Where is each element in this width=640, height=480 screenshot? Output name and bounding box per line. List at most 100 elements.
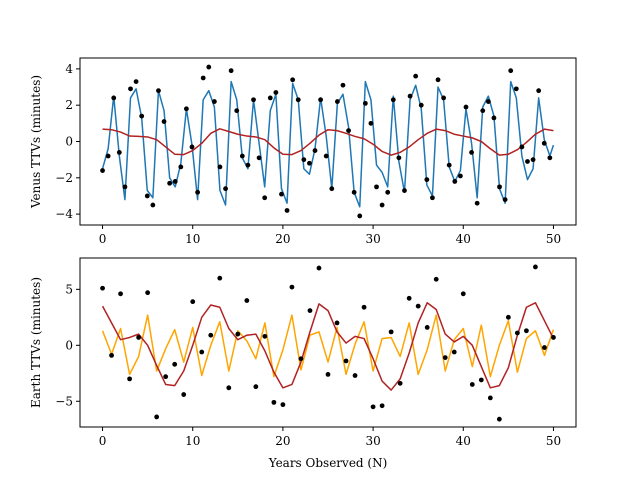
venus-xtick-label: 10 — [185, 232, 200, 246]
venus-observation-point — [457, 173, 463, 179]
venus-observation-point — [519, 144, 525, 150]
venus-observation-point — [480, 108, 486, 114]
earth-observation-point — [262, 333, 268, 339]
earth-axes-frame — [79, 257, 577, 428]
venus-observation-point — [116, 149, 122, 155]
venus-observation-point — [374, 184, 379, 190]
earth-observation-point — [388, 329, 394, 335]
venus-observation-point — [452, 179, 458, 184]
venus-xtick-label: 0 — [99, 232, 107, 246]
venus-observation-point — [323, 153, 329, 159]
venus-observation-point — [390, 97, 396, 103]
venus-observation-point — [329, 186, 335, 192]
earth-observation-point — [271, 399, 277, 405]
venus-observation-point — [407, 93, 413, 99]
earth-xtick-label: 50 — [546, 434, 561, 448]
venus-observation-point — [234, 108, 240, 114]
venus-observation-point — [362, 100, 368, 106]
venus-observation-point — [340, 82, 346, 88]
venus-observation-point — [228, 68, 234, 74]
venus-observation-point — [251, 97, 256, 103]
earth-ylabel: Earth TTVs (minutes) — [29, 277, 43, 408]
venus-observation-point — [195, 189, 201, 195]
earth-observation-point — [118, 291, 123, 297]
earth-observation-point — [244, 298, 250, 303]
venus-observation-point — [536, 88, 542, 94]
earth-observation-point — [208, 332, 214, 338]
venus-observation-point — [418, 102, 424, 108]
venus-ytick-label: −4 — [55, 207, 73, 221]
venus-observation-point — [150, 202, 156, 208]
venus-observation-point — [206, 64, 212, 70]
venus-observation-point — [144, 193, 150, 199]
earth-observation-point — [109, 352, 114, 358]
venus-xtick-label: 30 — [365, 232, 380, 246]
earth-observation-point — [235, 331, 241, 337]
earth-observation-point — [253, 384, 259, 390]
venus-observation-point — [346, 128, 351, 134]
venus-xtick-label: 50 — [546, 232, 561, 246]
earth-observation-point — [127, 376, 132, 382]
venus-ytick-label: 0 — [65, 135, 73, 149]
earth-observation-point — [298, 356, 304, 362]
earth-xtick-label: 10 — [185, 434, 200, 448]
earth-xlabel: Years Observed (N) — [268, 456, 388, 470]
earth-observation-point — [524, 328, 529, 334]
earth-observation-point — [415, 303, 421, 309]
earth-observation-point — [397, 380, 403, 386]
venus-observation-point — [273, 90, 279, 95]
venus-observation-point — [379, 202, 385, 208]
earth-observation-point — [100, 285, 105, 291]
venus-observation-point — [424, 177, 430, 183]
venus-observation-point — [474, 200, 480, 206]
venus-observation-point — [307, 160, 312, 166]
earth-observation-point — [451, 349, 457, 355]
earth-observation-point — [370, 404, 376, 410]
venus-observation-point — [508, 68, 514, 74]
venus-observation-point — [200, 75, 206, 81]
venus-observation-point — [385, 189, 391, 195]
venus-observation-point — [463, 104, 469, 110]
venus-observation-point — [184, 106, 189, 112]
venus-observation-point — [161, 119, 167, 124]
venus-ytick-label: 2 — [65, 98, 73, 112]
venus-observation-point — [402, 188, 407, 193]
earth-observation-point — [136, 335, 142, 340]
earth-observation-point — [181, 392, 187, 397]
earth-observation-point — [424, 324, 430, 330]
earth-observation-point — [145, 290, 151, 296]
venus-ticks-layer: 0 10 20 30 40 50 −4 −2 0 2 4 — [55, 62, 561, 246]
venus-observation-point — [502, 197, 508, 202]
earth-xtick-label: 20 — [275, 434, 290, 448]
earth-line-series-0 — [101, 314, 555, 378]
earth-ticks-layer: 0 10 20 30 40 50 −5 0 5 — [55, 282, 561, 448]
earth-xtick-label: 30 — [365, 434, 380, 448]
venus-xtick-label: 40 — [456, 232, 471, 246]
earth-observation-point — [442, 355, 448, 361]
venus-observation-point — [167, 180, 173, 186]
venus-observation-point — [105, 153, 111, 159]
venus-observation-point — [485, 99, 491, 104]
earth-observation-point — [433, 276, 439, 282]
earth-observation-point — [172, 361, 178, 367]
earth-observation-point — [226, 385, 232, 391]
venus-observation-point — [413, 73, 419, 79]
earth-observation-point — [352, 373, 358, 378]
earth-observation-point — [307, 308, 313, 313]
venus-observation-point — [156, 88, 161, 94]
venus-observation-point — [497, 184, 502, 190]
earth-observation-point — [496, 416, 502, 422]
venus-observation-point — [239, 153, 245, 159]
venus-observation-point — [262, 195, 268, 201]
earth-observation-point — [217, 275, 223, 281]
earth-observation-point — [316, 265, 322, 271]
earth-observation-point — [478, 377, 484, 383]
earth-observation-point — [533, 264, 538, 270]
venus-series-layer — [100, 64, 555, 219]
venus-observation-point — [290, 77, 296, 83]
venus-observation-point — [211, 99, 217, 104]
venus-observation-point — [100, 168, 105, 173]
venus-observation-point — [284, 208, 290, 213]
earth-observation-point — [505, 314, 511, 320]
